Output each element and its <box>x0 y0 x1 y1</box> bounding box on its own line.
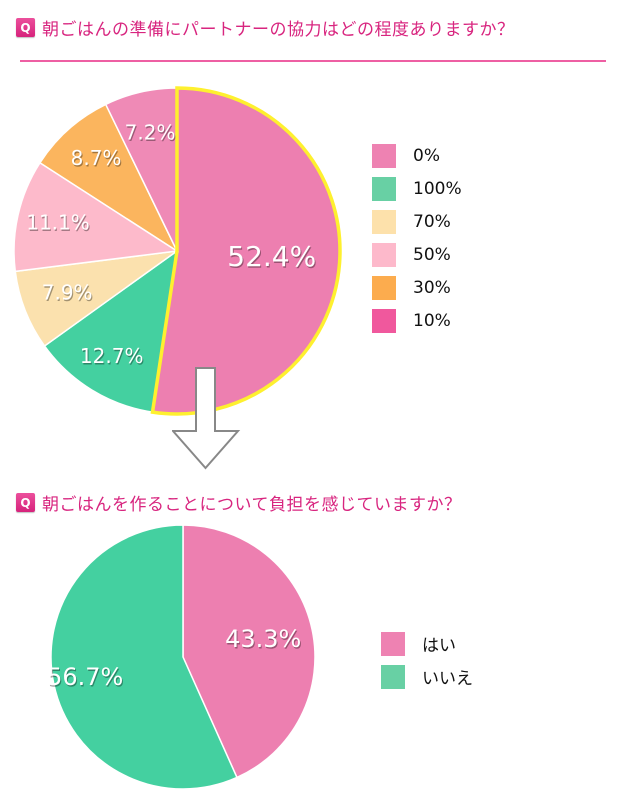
svg-text:12.7%: 12.7% <box>81 346 145 370</box>
legend-burden: はい いいえ <box>381 627 473 693</box>
legend-label: はい <box>422 636 456 656</box>
question2-title: 朝ごはんを作ることについて負担を感じていますか？ <box>42 495 462 515</box>
legend-swatch <box>372 209 396 234</box>
question1-header: Q 朝ごはんの準備にパートナーの協力はどの程度ありますか？ <box>16 15 515 40</box>
pie-chart-burden: 43.3%43.3%56.7%56.7% <box>47 524 316 790</box>
svg-text:56.7%: 56.7% <box>48 664 124 692</box>
slice-label: 11.1% <box>26 211 90 235</box>
legend-item: いいえ <box>381 660 473 693</box>
pie-chart-partner-cooperation: 52.4%52.4%12.7%12.7%7.9%7.9%11.1%11.1%8.… <box>13 86 342 416</box>
pie-slice-1 <box>43 249 179 414</box>
pie-slice-3 <box>13 161 180 273</box>
legend-swatch <box>372 143 396 168</box>
legend-swatch <box>372 176 396 201</box>
legend-item: 50% <box>372 238 462 271</box>
legend-label: 10% <box>413 310 451 331</box>
legend-swatch <box>372 275 396 300</box>
legend-swatch <box>372 242 396 267</box>
legend-swatch <box>381 664 405 689</box>
svg-text:43.3%: 43.3% <box>226 626 302 654</box>
svg-text:7.2%: 7.2% <box>126 122 177 146</box>
legend-label: 50% <box>413 244 451 265</box>
pie-slice-1 <box>50 524 238 790</box>
slice-label: 12.7% <box>80 344 144 368</box>
legend-swatch <box>372 308 396 333</box>
svg-text:7.9%: 7.9% <box>43 282 94 306</box>
q-badge-icon: Q <box>16 493 35 512</box>
legend-item: 30% <box>372 271 462 304</box>
legend-label: 100% <box>413 178 462 199</box>
svg-text:52.4%: 52.4% <box>228 242 317 275</box>
pie-slice-4 <box>38 103 179 254</box>
slice-label: 7.9% <box>42 281 93 305</box>
legend-item: 10% <box>372 304 462 337</box>
legend-item: 70% <box>372 205 462 238</box>
svg-text:11.1%: 11.1% <box>27 212 91 236</box>
legend-partner-cooperation: 0% 100% 70% 50% 30% 10% <box>372 139 462 337</box>
slice-label: 7.2% <box>125 121 176 145</box>
legend-label: 30% <box>413 277 451 298</box>
legend-item: はい <box>381 627 473 660</box>
legend-label: 0% <box>413 145 440 166</box>
slice-label: 56.7% <box>47 663 123 691</box>
down-arrow-icon <box>172 367 241 470</box>
pie-slice-0 <box>182 524 316 779</box>
legend-label: 70% <box>413 211 451 232</box>
question1-title: 朝ごはんの準備にパートナーの協力はどの程度ありますか？ <box>42 20 515 40</box>
legend-swatch <box>381 631 405 656</box>
slice-label: 8.7% <box>71 146 122 170</box>
legend-item: 100% <box>372 172 462 205</box>
slice-label: 43.3% <box>225 625 301 653</box>
question2-header: Q 朝ごはんを作ることについて負担を感じていますか？ <box>16 490 462 515</box>
header-divider <box>20 60 606 62</box>
legend-item: 0% <box>372 139 462 172</box>
q-badge-icon: Q <box>16 18 35 37</box>
legend-label: いいえ <box>422 669 473 689</box>
svg-text:8.7%: 8.7% <box>72 148 123 172</box>
slice-label: 52.4% <box>227 240 316 273</box>
